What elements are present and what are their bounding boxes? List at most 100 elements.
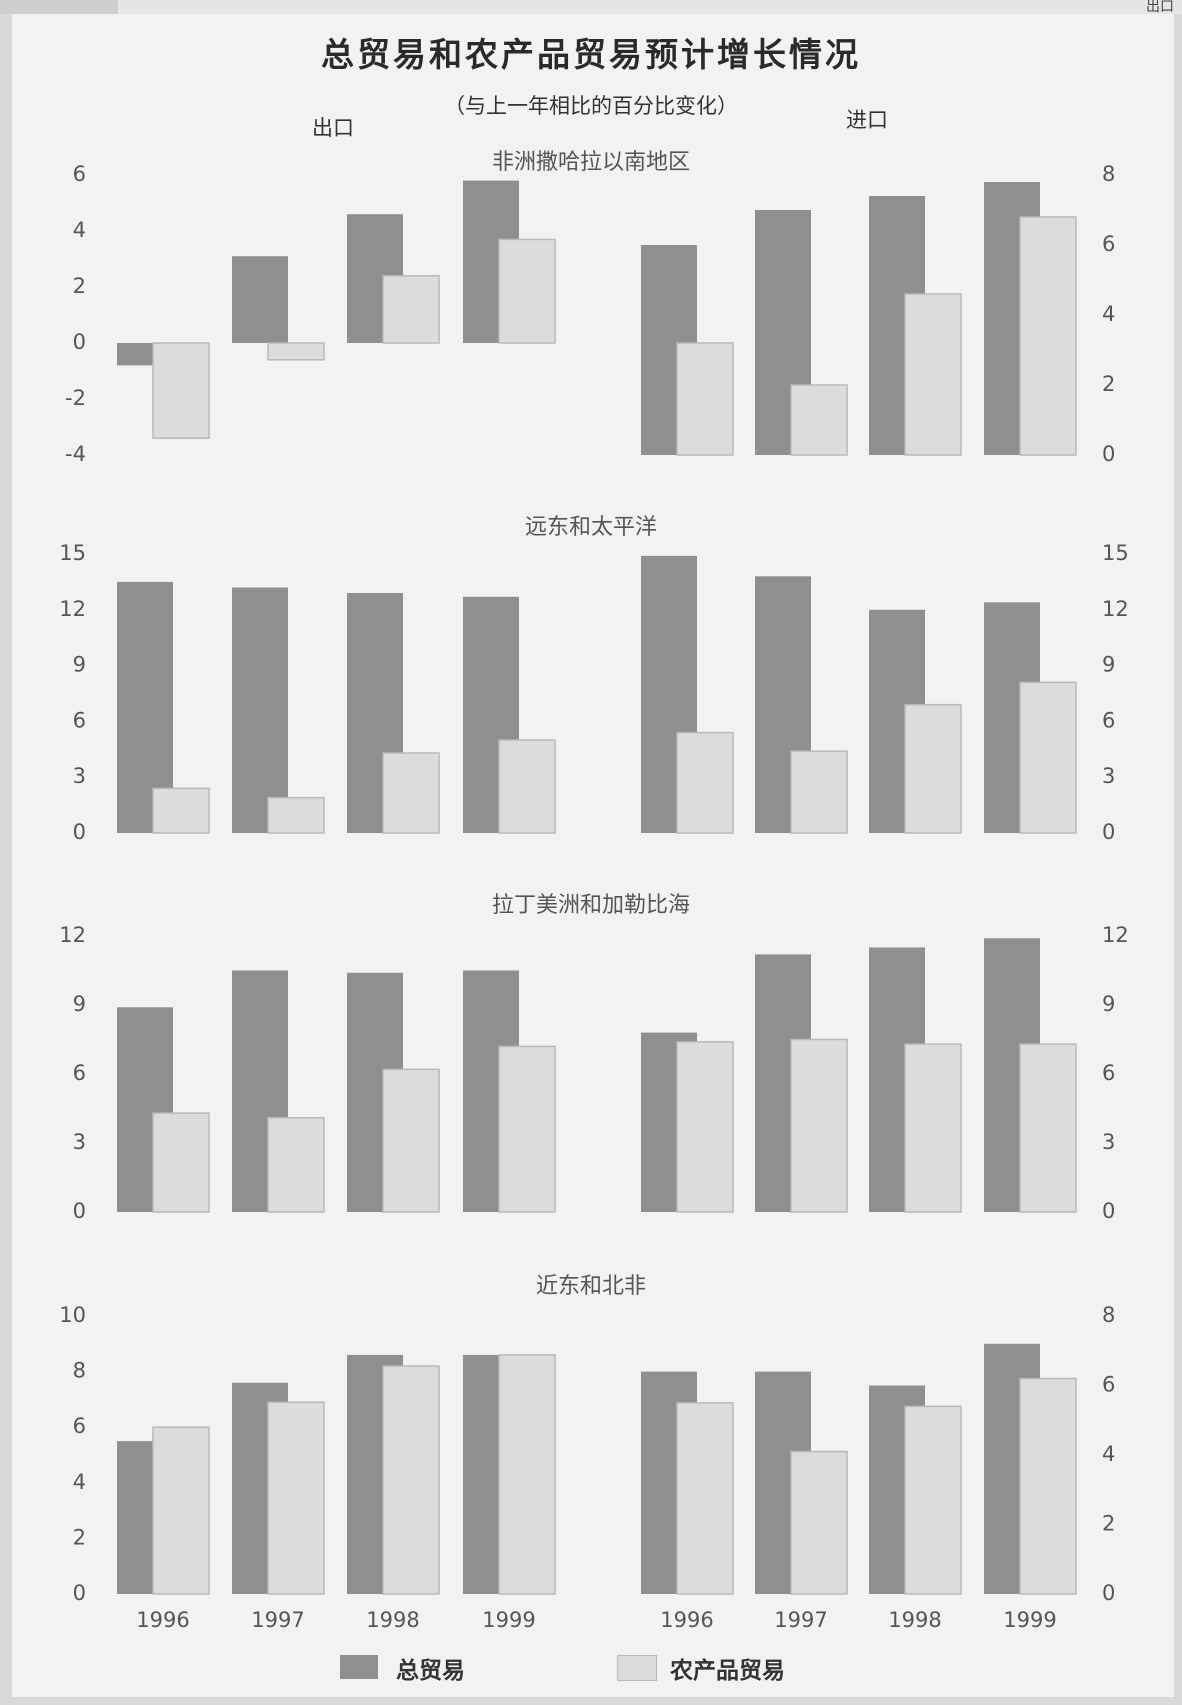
y-tick-label: 6 bbox=[73, 1414, 86, 1438]
bar-agri-trade bbox=[790, 1038, 848, 1213]
bar-agri-trade bbox=[1019, 216, 1077, 456]
bar-agri-trade bbox=[267, 1116, 325, 1213]
y-tick-label: 2 bbox=[1102, 372, 1115, 396]
y-tick-label: 2 bbox=[1102, 1512, 1115, 1536]
bar-agri-trade bbox=[382, 1068, 440, 1213]
legend-agri-label: 农产品贸易 bbox=[670, 1657, 785, 1684]
y-tick-label: 3 bbox=[73, 764, 86, 788]
y-tick-label: 12 bbox=[59, 923, 86, 947]
bar-agri-trade bbox=[382, 752, 440, 834]
y-tick-label: 6 bbox=[73, 162, 86, 186]
y-tick-label: 8 bbox=[1102, 1303, 1115, 1327]
bar-agri-trade bbox=[267, 796, 325, 834]
corner-text: 出口 bbox=[1146, 0, 1174, 15]
x-tick-label: 1999 bbox=[1003, 1608, 1056, 1632]
y-tick-label: 12 bbox=[59, 597, 86, 621]
bar-agri-trade bbox=[1019, 1043, 1077, 1213]
bar-agri-trade bbox=[1019, 1377, 1077, 1595]
bar-agri-trade bbox=[267, 1401, 325, 1595]
y-tick-label: 6 bbox=[1102, 708, 1115, 732]
bar-agri-trade bbox=[676, 731, 734, 834]
bar-agri-trade bbox=[498, 1045, 556, 1213]
bar-agri-trade bbox=[267, 342, 325, 361]
bar-agri-trade bbox=[790, 384, 848, 456]
y-tick-label: 2 bbox=[73, 1525, 86, 1549]
bar-agri-trade bbox=[676, 342, 734, 456]
y-tick-label: 3 bbox=[1102, 764, 1115, 788]
x-tick-label: 1997 bbox=[774, 1608, 827, 1632]
x-tick-label: 1997 bbox=[251, 1608, 304, 1632]
x-tick-label: 1998 bbox=[366, 1608, 419, 1632]
bar-agri-trade bbox=[904, 1043, 962, 1213]
bar-total-trade bbox=[232, 256, 288, 343]
export-label: 出口 bbox=[312, 116, 354, 140]
y-tick-label: 15 bbox=[1102, 541, 1129, 565]
bar-agri-trade bbox=[904, 703, 962, 834]
bar-agri-trade bbox=[904, 293, 962, 456]
panel-title: 非洲撒哈拉以南地区 bbox=[492, 150, 690, 175]
y-tick-label: -4 bbox=[65, 442, 86, 466]
bar-agri-trade bbox=[676, 1041, 734, 1213]
y-tick-label: -2 bbox=[65, 386, 86, 410]
chart-title: 总贸易和农产品贸易预计增长情况 bbox=[321, 35, 861, 74]
y-tick-label: 10 bbox=[59, 1303, 86, 1327]
legend-total-label: 总贸易 bbox=[396, 1657, 465, 1684]
bar-agri-trade bbox=[904, 1405, 962, 1595]
page-sheet bbox=[12, 14, 1174, 1697]
y-tick-label: 0 bbox=[1102, 1199, 1115, 1223]
y-tick-label: 6 bbox=[73, 708, 86, 732]
legend-total-swatch bbox=[340, 1655, 378, 1679]
x-tick-label: 1996 bbox=[660, 1608, 713, 1632]
import-label: 进口 bbox=[846, 108, 888, 132]
y-tick-label: 6 bbox=[1102, 1061, 1115, 1085]
x-tick-label: 1998 bbox=[888, 1608, 941, 1632]
y-tick-label: 0 bbox=[73, 330, 86, 354]
chart-subtitle: （与上一年相比的百分比变化） bbox=[444, 94, 738, 118]
y-tick-label: 12 bbox=[1102, 923, 1129, 947]
y-tick-label: 9 bbox=[1102, 653, 1115, 677]
bar-agri-trade bbox=[498, 238, 556, 344]
bar-agri-trade bbox=[152, 1112, 210, 1213]
x-tick-label: 1996 bbox=[136, 1608, 189, 1632]
x-tick-label: 1999 bbox=[482, 1608, 535, 1632]
y-tick-label: 4 bbox=[1102, 302, 1115, 326]
bar-agri-trade bbox=[382, 275, 440, 344]
y-tick-label: 0 bbox=[1102, 1581, 1115, 1605]
bar-agri-trade bbox=[790, 750, 848, 834]
top-tab bbox=[0, 0, 118, 14]
bar-agri-trade bbox=[1019, 681, 1077, 834]
legend-agri-swatch bbox=[617, 1655, 657, 1681]
y-tick-label: 6 bbox=[73, 1061, 86, 1085]
y-tick-label: 15 bbox=[59, 541, 86, 565]
y-tick-label: 0 bbox=[1102, 820, 1115, 844]
bar-agri-trade bbox=[152, 787, 210, 834]
y-tick-label: 9 bbox=[1102, 992, 1115, 1016]
bar-agri-trade bbox=[790, 1450, 848, 1595]
panel-title: 近东和北非 bbox=[536, 1274, 646, 1299]
y-tick-label: 6 bbox=[1102, 232, 1115, 256]
y-tick-label: 8 bbox=[73, 1359, 86, 1383]
y-tick-label: 4 bbox=[73, 218, 86, 242]
y-tick-label: 12 bbox=[1102, 597, 1129, 621]
y-tick-label: 0 bbox=[1102, 442, 1115, 466]
y-tick-label: 9 bbox=[73, 992, 86, 1016]
top-strip: 出口 bbox=[0, 0, 1182, 15]
y-tick-label: 9 bbox=[73, 653, 86, 677]
y-tick-label: 4 bbox=[1102, 1442, 1115, 1466]
bar-agri-trade bbox=[676, 1402, 734, 1595]
y-tick-label: 4 bbox=[73, 1470, 86, 1494]
y-tick-label: 3 bbox=[1102, 1130, 1115, 1154]
y-tick-label: 6 bbox=[1102, 1373, 1115, 1397]
y-tick-label: 3 bbox=[73, 1130, 86, 1154]
bar-agri-trade bbox=[498, 1354, 556, 1595]
y-tick-label: 2 bbox=[73, 274, 86, 298]
y-tick-label: 0 bbox=[73, 1581, 86, 1605]
bar-agri-trade bbox=[382, 1365, 440, 1595]
y-tick-label: 0 bbox=[73, 820, 86, 844]
bar-agri-trade bbox=[498, 739, 556, 834]
y-tick-label: 8 bbox=[1102, 162, 1115, 186]
y-tick-label: 0 bbox=[73, 1199, 86, 1223]
panel-title: 拉丁美洲和加勒比海 bbox=[492, 893, 690, 918]
bar-agri-trade bbox=[152, 342, 210, 439]
